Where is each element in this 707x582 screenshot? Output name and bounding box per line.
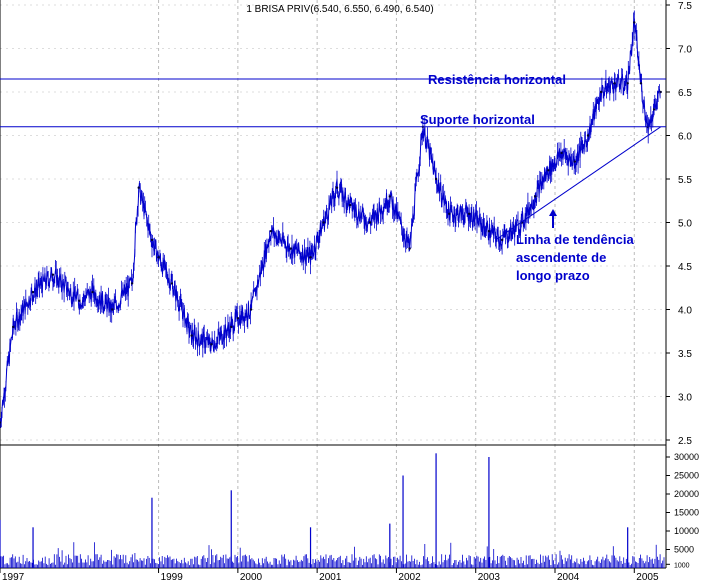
price-point bbox=[130, 282, 134, 285]
price-point bbox=[388, 195, 391, 198]
trend-annotation: Linha de tendência ascendente de longo p… bbox=[516, 232, 635, 283]
price-point bbox=[51, 273, 55, 276]
price-point bbox=[31, 290, 35, 294]
price-point bbox=[448, 212, 451, 215]
price-point bbox=[349, 203, 352, 207]
price-point bbox=[600, 90, 603, 94]
y-axis: 2.5 3.0 3.5 4.0 4.5 5.0 5.5 6.0 6.5 7.0 7.5 bbox=[666, 1, 692, 447]
price-point bbox=[322, 221, 325, 224]
price-point bbox=[467, 212, 471, 215]
chart-frame bbox=[0, 0, 667, 569]
x-tick-label: 2001 bbox=[319, 572, 342, 582]
support-label: Suporte horizontal bbox=[420, 112, 535, 127]
price-point bbox=[78, 299, 81, 302]
price-point bbox=[487, 230, 491, 233]
price-point bbox=[157, 256, 160, 259]
price-point bbox=[573, 160, 576, 163]
price-point bbox=[269, 230, 273, 233]
price-point bbox=[309, 256, 312, 259]
price-point bbox=[170, 282, 173, 285]
y-tick-label: 6.5 bbox=[678, 88, 692, 99]
price-point bbox=[249, 308, 253, 311]
volume-tick-label: 5000 bbox=[674, 545, 694, 555]
price-point bbox=[586, 134, 590, 137]
x-tick-label: 2005 bbox=[636, 572, 659, 582]
x-tick-label: 2000 bbox=[240, 572, 263, 582]
price-line bbox=[0, 18, 661, 424]
x-tick-label: 2002 bbox=[398, 572, 421, 582]
price-point bbox=[335, 186, 339, 189]
annotation-line-2: ascendente de bbox=[516, 250, 606, 265]
y-tick-label: 4.0 bbox=[678, 306, 692, 317]
price-point bbox=[408, 247, 411, 250]
volume-tick-label: 1000 bbox=[674, 562, 690, 569]
price-point bbox=[368, 221, 372, 224]
price-point bbox=[633, 21, 636, 24]
x-axis: 1997 1999 2000 2001 2002 2003 2004 2005 bbox=[0, 568, 659, 582]
volume-tick-label: 10000 bbox=[674, 526, 699, 536]
price-point bbox=[230, 325, 233, 329]
x-tick-label: 2004 bbox=[557, 572, 580, 582]
volume-bars bbox=[0, 453, 665, 568]
price-series bbox=[0, 10, 662, 428]
price-point bbox=[547, 169, 550, 172]
y-tick-label: 7.5 bbox=[678, 1, 692, 12]
y-tick-label: 3.5 bbox=[678, 349, 692, 360]
y-tick-label: 4.5 bbox=[678, 262, 692, 273]
price-point bbox=[500, 238, 504, 242]
price-point bbox=[236, 317, 240, 320]
price-point bbox=[613, 82, 616, 85]
grid-lines bbox=[0, 0, 666, 568]
price-point bbox=[652, 108, 656, 111]
y-tick-label: 5.5 bbox=[678, 175, 692, 186]
x-tick-label: 1999 bbox=[161, 572, 184, 582]
y-tick-label: 6.0 bbox=[678, 132, 692, 143]
volume-tick-label: 30000 bbox=[674, 452, 699, 462]
price-point bbox=[111, 308, 114, 311]
price-point bbox=[210, 343, 213, 346]
price-point bbox=[534, 195, 537, 198]
y-tick-label: 5.0 bbox=[678, 219, 692, 230]
price-point bbox=[434, 177, 438, 181]
trend-line bbox=[495, 126, 661, 241]
volume-axis: 1000 5000 10000 15000 20000 25000 30000 bbox=[666, 452, 699, 569]
price-point bbox=[0, 421, 2, 424]
y-tick-label: 7.0 bbox=[678, 45, 692, 56]
chart-title: 1 BRISA PRIV(6.540, 6.550, 6.490, 6.540) bbox=[246, 4, 433, 15]
x-tick-label: 1997 bbox=[2, 572, 25, 582]
resistance-label: Resistência horizontal bbox=[428, 72, 566, 87]
y-tick-label: 2.5 bbox=[678, 436, 692, 447]
price-point bbox=[12, 325, 15, 329]
price-point bbox=[659, 90, 662, 94]
volume-tick-label: 20000 bbox=[674, 489, 699, 499]
price-point bbox=[639, 82, 643, 85]
price-point bbox=[91, 290, 94, 294]
price-point bbox=[137, 186, 140, 189]
y-tick-label: 3.0 bbox=[678, 393, 692, 404]
reference-lines bbox=[0, 78, 666, 241]
annotation-line-3: longo prazo bbox=[516, 268, 590, 283]
price-point bbox=[150, 238, 154, 242]
volume-tick-label: 25000 bbox=[674, 471, 699, 481]
annotation-line-1: Linha de tendência bbox=[516, 232, 635, 247]
x-tick-label: 2003 bbox=[478, 572, 501, 582]
annotation-arrowhead bbox=[549, 209, 557, 216]
price-point bbox=[560, 151, 563, 155]
price-point bbox=[626, 82, 629, 85]
price-point bbox=[289, 247, 292, 250]
price-point bbox=[190, 334, 193, 337]
volume-tick-label: 15000 bbox=[674, 508, 699, 518]
